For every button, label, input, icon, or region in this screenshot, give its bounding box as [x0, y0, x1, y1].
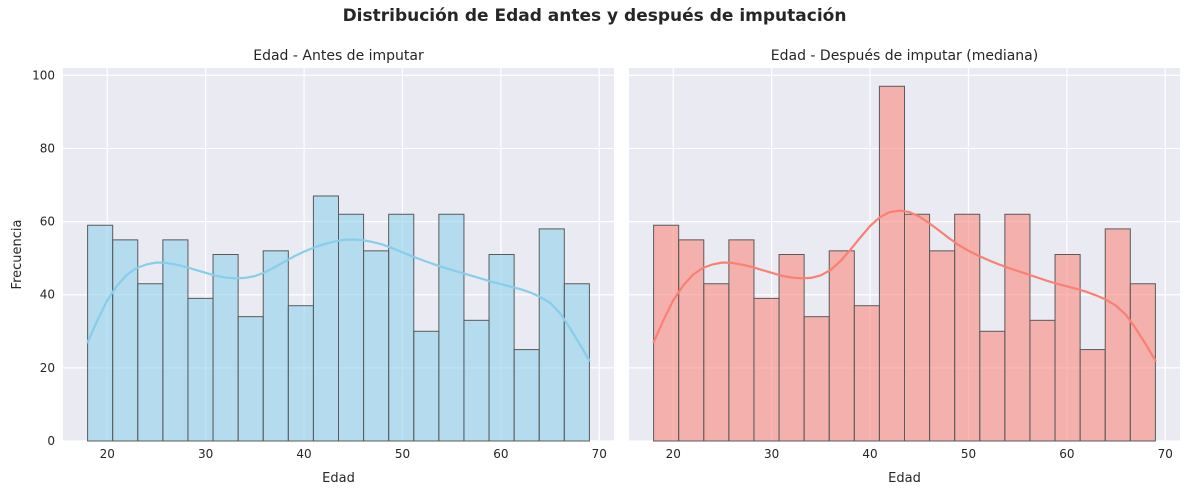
right-histogram-bar [1054, 254, 1081, 442]
right-x-tick-label: 40 [862, 447, 877, 461]
left-x-tick-label: 60 [493, 447, 508, 461]
right-histogram-bar [853, 305, 880, 442]
right-histogram-bar [828, 250, 855, 442]
right-histogram-bar [778, 254, 805, 442]
left-y-tick-label: 20 [40, 361, 55, 375]
left-histogram-bar [262, 250, 289, 442]
right-histogram-bar [728, 239, 755, 442]
left-histogram-bar [162, 239, 189, 442]
right-histogram-bar [753, 297, 780, 442]
left-y-tick-label: 100 [32, 68, 55, 82]
right-histogram-bar [1004, 213, 1031, 442]
left-histogram-bar [438, 213, 465, 442]
left-x-tick-label: 50 [395, 447, 410, 461]
right-histogram-bar [803, 316, 830, 442]
left-histogram-bar [287, 305, 314, 442]
right-histogram-bar [878, 85, 906, 442]
right-histogram-bar [1079, 349, 1106, 442]
right-x-tick-label: 30 [764, 447, 779, 461]
left-histogram-bar [137, 283, 164, 442]
right-x-tick-label: 20 [666, 447, 681, 461]
left-panel: 20 30 40 50 60 70 0 20 40 60 80 100 Edad - Antes de … [10, 48, 614, 486]
right-histogram-bar [954, 213, 981, 442]
right-histogram-bar [979, 330, 1006, 442]
left-y-tick-label: 0 [47, 434, 55, 448]
left-y-tick-label: 80 [40, 141, 55, 155]
right-x-tick-label: 50 [961, 447, 976, 461]
right-histogram-bar [678, 239, 705, 442]
left-histogram-bar [538, 228, 565, 442]
right-histogram-bar [703, 283, 730, 442]
left-x-tick-label: 30 [198, 447, 213, 461]
right-histogram-bar [929, 250, 956, 442]
left-y-axis-label: Frecuencia [10, 220, 25, 290]
right-x-tick-label: 70 [1158, 447, 1173, 461]
left-histogram-bar [413, 330, 440, 442]
left-histogram-bar [237, 316, 264, 442]
left-histogram-bar [513, 349, 540, 442]
left-y-tick-label: 60 [40, 215, 55, 229]
right-kde-line [652, 209, 1157, 362]
left-histogram-bar [212, 254, 239, 442]
left-y-tick-label: 40 [40, 288, 55, 302]
figure-suptitle: Distribución de Edad antes y después de … [342, 6, 847, 26]
left-panel-title: Edad - Antes de imputar [253, 48, 424, 64]
left-x-axis-label: Edad [322, 471, 355, 486]
left-histogram-bar [338, 213, 365, 442]
left-x-tick-label: 70 [592, 447, 607, 461]
left-histogram-bar [488, 254, 515, 442]
right-histogram-bar [904, 213, 931, 442]
left-histogram-bar [312, 195, 339, 442]
right-histogram-bar [1029, 319, 1056, 442]
left-histogram-bar [363, 250, 390, 442]
left-histogram-bar [563, 283, 590, 442]
right-x-tick-label: 60 [1059, 447, 1074, 461]
right-panel-title: Edad - Después de imputar (mediana) [771, 48, 1038, 64]
right-panel: 20 30 40 50 60 70 Edad - Después de imputar (m… [629, 48, 1180, 486]
right-histogram-bar [1129, 283, 1156, 442]
left-histogram-bar [187, 297, 214, 442]
left-kde-line [86, 238, 591, 362]
right-x-axis-label: Edad [888, 471, 921, 486]
left-histogram-bar [463, 319, 490, 442]
left-x-tick-label: 40 [296, 447, 311, 461]
left-x-tick-label: 20 [100, 447, 115, 461]
right-histogram-bar [1104, 228, 1131, 442]
